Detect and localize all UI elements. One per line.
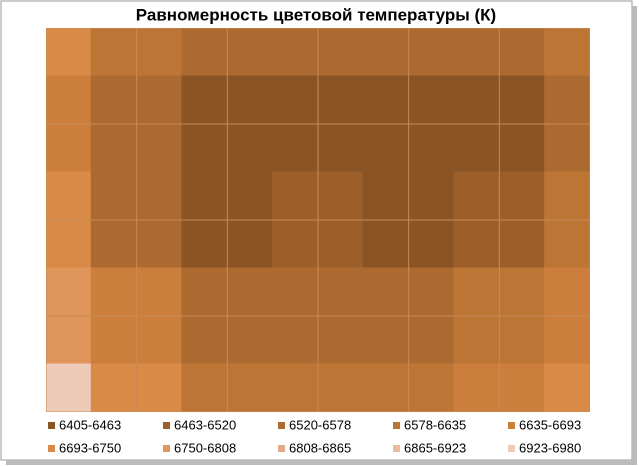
legend-label: 6865-6923: [404, 440, 466, 455]
legend-swatch: [48, 422, 55, 429]
legend-swatch: [163, 445, 170, 452]
legend-label: 6520-6578: [289, 417, 351, 432]
shadow: [6, 460, 637, 465]
legend-swatch: [393, 422, 400, 429]
legend-swatch: [48, 445, 55, 452]
legend-label: 6808-6865: [289, 440, 351, 455]
legend-swatch: [278, 445, 285, 452]
legend-swatch: [278, 422, 285, 429]
legend-label: 6578-6635: [404, 417, 466, 432]
contour-cell: [46, 363, 92, 412]
legend-swatch: [163, 422, 170, 429]
contour-cell: [544, 363, 590, 412]
shadow: [632, 6, 637, 464]
chart-title: Равномерность цветовой температуры (К): [136, 5, 496, 24]
legend-swatch: [508, 422, 515, 429]
legend-label: 6750-6808: [174, 440, 236, 455]
legend-label: 6693-6750: [59, 440, 121, 455]
legend-label: 6405-6463: [59, 417, 121, 432]
legend-swatch: [393, 445, 400, 452]
legend-label: 6463-6520: [174, 417, 236, 432]
legend-swatch: [508, 445, 515, 452]
contour-cell: [46, 28, 92, 77]
legend-label: 6923-6980: [519, 440, 581, 455]
contour-cell: [544, 28, 590, 77]
legend-label: 6635-6693: [519, 417, 581, 432]
